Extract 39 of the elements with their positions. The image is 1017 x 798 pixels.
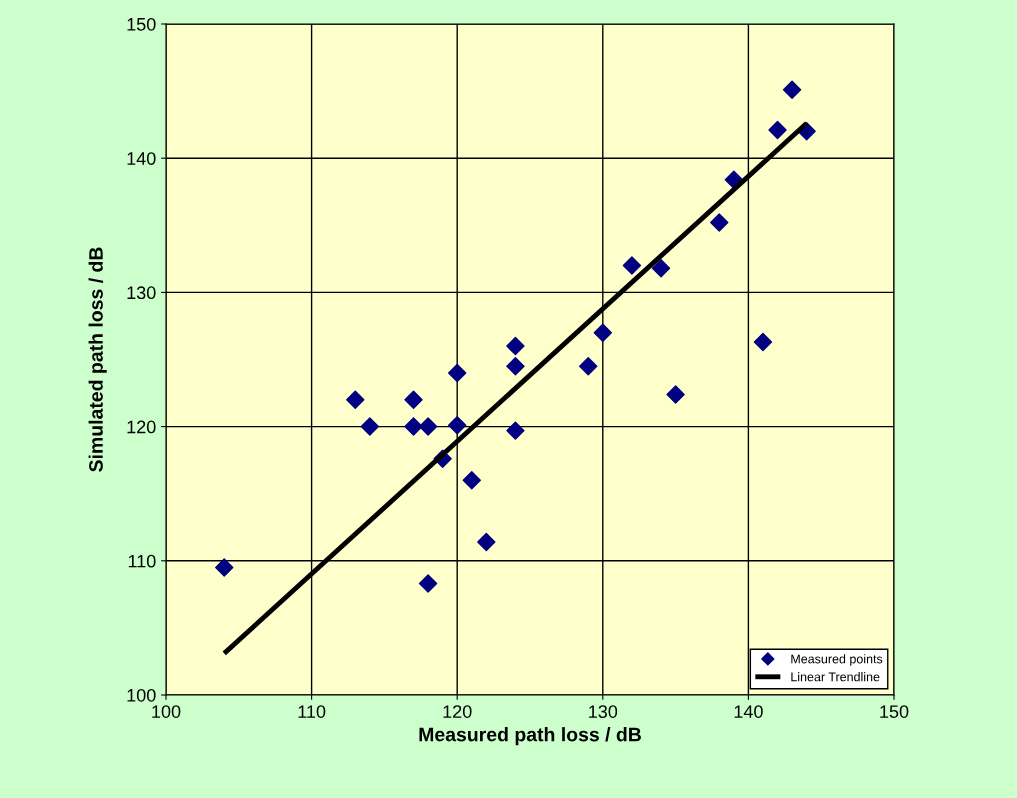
point [506,357,525,376]
x-axis-title: Measured path loss / dB [419,727,641,746]
point [477,532,496,552]
y-axis-title: Simulated path loss / dB [88,247,107,472]
point [666,385,685,404]
y-tick-label: 120 [127,420,156,434]
point [447,363,467,383]
x-tick-label: 130 [589,705,618,718]
point [710,213,729,232]
point [579,357,598,376]
point [506,421,525,440]
y-tick-label: 140 [127,152,156,165]
point [404,390,423,409]
point [418,417,438,436]
point [622,256,642,275]
x-tick-label: 110 [298,705,326,718]
point [346,390,365,409]
y-tick-label: 150 [127,17,156,31]
point [215,558,234,577]
x-tick-label: 100 [152,705,181,718]
y-tick-label: 130 [127,286,156,300]
point [782,80,802,99]
x-tick-label: 150 [880,705,909,718]
point [360,417,380,436]
point [768,120,787,140]
legend-label: Measured points [791,654,883,666]
x-tick-label: 140 [734,705,763,718]
x-tick-label: 120 [443,705,472,718]
point [462,471,481,490]
point [506,336,525,356]
point [593,323,613,342]
point [753,332,773,352]
point [447,416,467,435]
point [418,574,438,593]
y-tick-label: 100 [127,688,156,702]
legend-label: Linear Trendline [791,672,880,682]
y-tick-label: 110 [128,554,156,568]
point [651,259,671,278]
point [404,417,423,436]
